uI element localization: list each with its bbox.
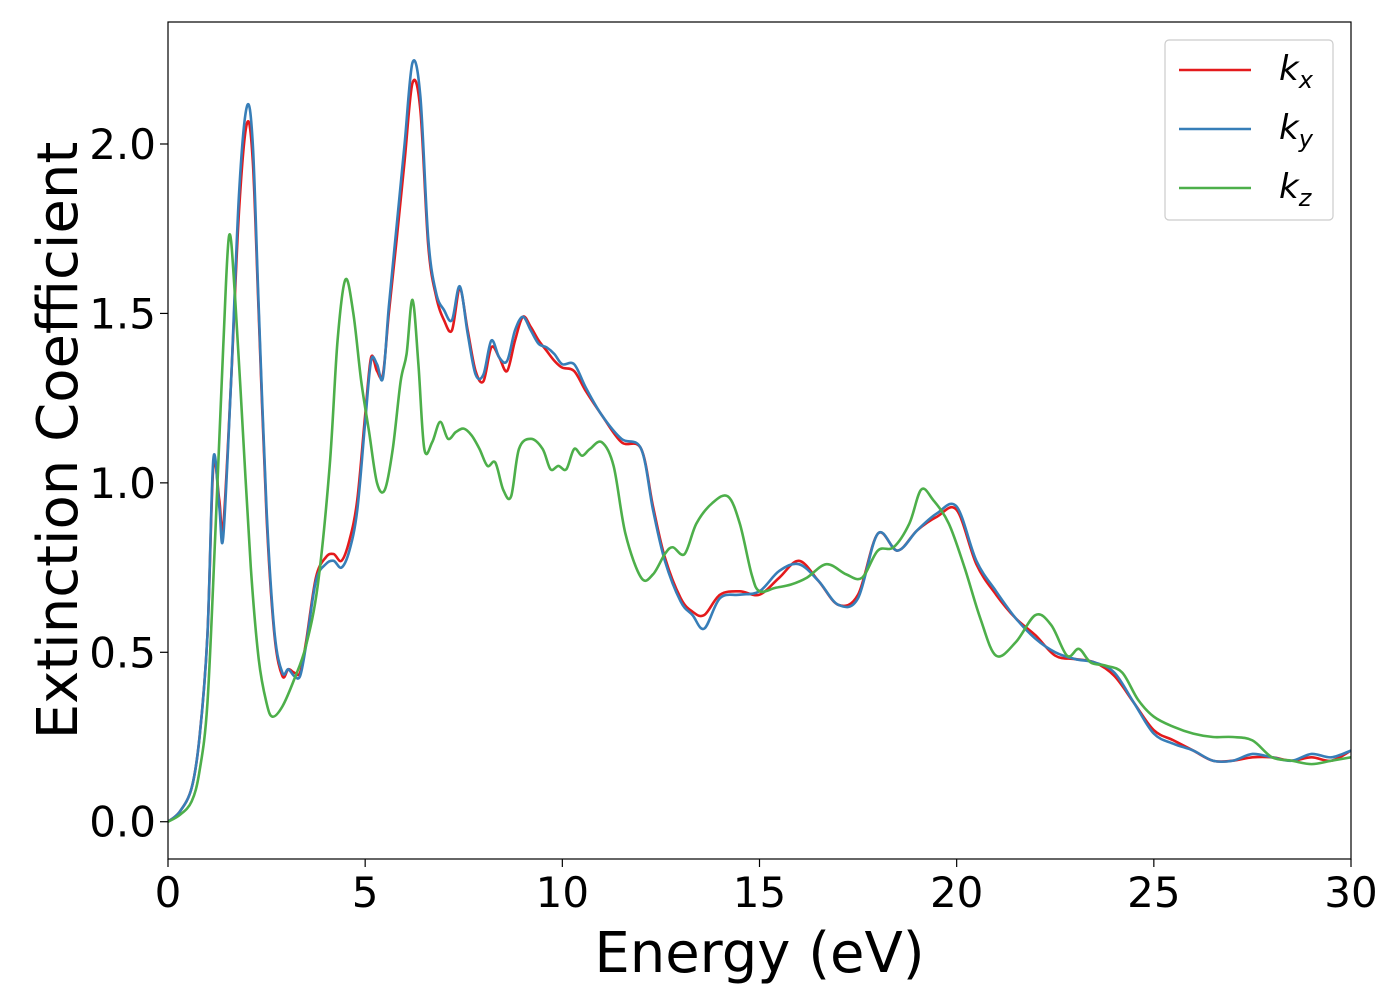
legend-label-x: kx <box>1279 49 1314 94</box>
x-tick-label: 10 <box>536 868 589 917</box>
y-tick-label: 0.5 <box>89 628 156 677</box>
x-tick-label: 0 <box>155 868 182 917</box>
x-tick-label: 15 <box>733 868 786 917</box>
series-line-y <box>168 59 1351 823</box>
y-tick-label: 1.5 <box>89 289 156 338</box>
series-line-z <box>168 232 1351 823</box>
y-tick-label: 1.0 <box>89 459 156 508</box>
y-axis-label: Extinction Coefficient <box>26 142 91 740</box>
x-tick-label: 30 <box>1324 868 1377 917</box>
y-tick-label: 0.0 <box>89 798 156 847</box>
x-tick-label: 25 <box>1127 868 1180 917</box>
x-axis-ticks: 0 5 10 15 20 25 30 <box>155 859 1378 917</box>
x-tick-label: 20 <box>930 868 983 917</box>
y-axis-ticks: 0.0 0.5 1.0 1.5 2.0 <box>89 120 168 847</box>
legend: kx ky kz <box>1164 39 1334 221</box>
legend-label-z: kz <box>1279 167 1313 212</box>
legend-label-y: ky <box>1279 108 1314 153</box>
x-tick-label: 5 <box>352 868 379 917</box>
x-axis-label: Energy (eV) <box>594 921 924 986</box>
y-tick-label: 2.0 <box>89 120 156 169</box>
series-layer <box>168 59 1351 823</box>
